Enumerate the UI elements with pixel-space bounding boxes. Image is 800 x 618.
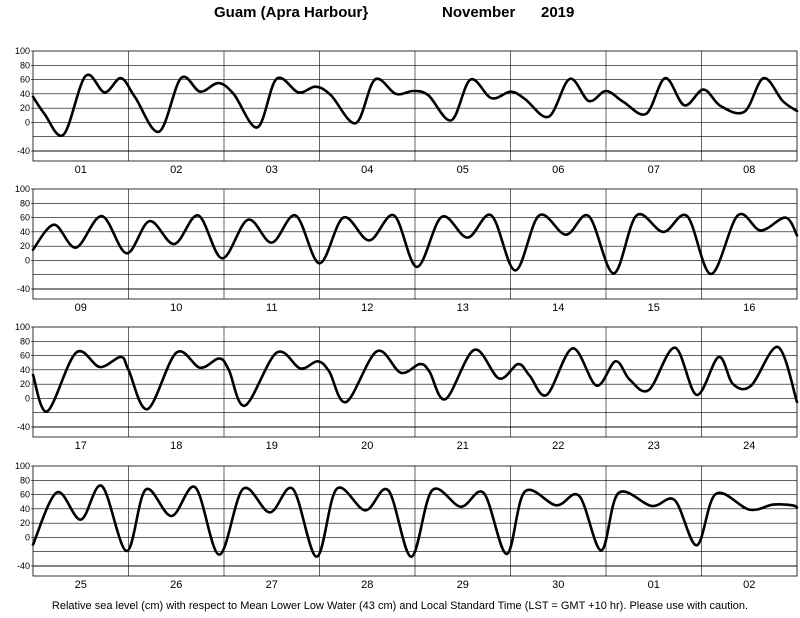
y-tick-label: 40	[20, 227, 30, 237]
day-label: 14	[552, 302, 564, 314]
day-label: 19	[266, 440, 278, 452]
y-tick-label: 40	[20, 504, 30, 514]
chart-title-year: 2019	[541, 4, 575, 21]
day-label: 15	[648, 302, 660, 314]
y-tick-label: 0	[25, 117, 30, 127]
day-label: 08	[743, 164, 755, 176]
y-tick-label: 80	[20, 198, 30, 208]
y-tick-label: 20	[20, 518, 30, 528]
day-label-strip	[32, 288, 798, 300]
y-tick-label: 80	[20, 475, 30, 485]
day-label: 02	[743, 579, 755, 591]
y-tick-label: 100	[15, 46, 30, 56]
day-label: 20	[361, 440, 373, 452]
day-label: 04	[361, 164, 373, 176]
tide-curve	[31, 345, 799, 413]
day-label: 24	[743, 440, 755, 452]
y-tick-label: 0	[25, 255, 30, 265]
y-tick-label: 40	[20, 365, 30, 375]
y-tick-label: 80	[20, 336, 30, 346]
day-label: 05	[457, 164, 469, 176]
day-label: 28	[361, 579, 373, 591]
day-label: 26	[170, 579, 182, 591]
y-tick-label: 40	[20, 89, 30, 99]
chart-footnote: Relative sea level (cm) with respect to …	[51, 600, 749, 612]
y-tick-label: 60	[20, 75, 30, 85]
y-tick-label: 60	[20, 351, 30, 361]
day-label: 22	[552, 440, 564, 452]
y-tick-label: 60	[20, 213, 30, 223]
day-label-strip	[32, 150, 798, 162]
y-tick-label: 20	[20, 103, 30, 113]
day-label: 17	[75, 440, 87, 452]
y-tick-label: -40	[17, 284, 30, 294]
y-tick-label: -40	[17, 561, 30, 571]
y-tick-label: 80	[20, 60, 30, 70]
y-tick-label: 0	[25, 393, 30, 403]
tide-curve	[31, 484, 799, 558]
tide-curve	[31, 212, 799, 276]
y-tick-label: 20	[20, 241, 30, 251]
day-label: 09	[75, 302, 87, 314]
day-label: 21	[457, 440, 469, 452]
day-label: 29	[457, 579, 469, 591]
day-label: 02	[170, 164, 182, 176]
day-label: 06	[552, 164, 564, 176]
day-label: 27	[266, 579, 278, 591]
chart-title-station: Guam (Apra Harbour}	[214, 4, 369, 21]
y-tick-label: -40	[17, 422, 30, 432]
day-label: 03	[266, 164, 278, 176]
day-label: 25	[75, 579, 87, 591]
day-label: 11	[266, 302, 277, 314]
day-label: 12	[361, 302, 373, 314]
y-tick-label: -40	[17, 146, 30, 156]
y-tick-label: 100	[15, 461, 30, 471]
y-tick-label: 100	[15, 184, 30, 194]
day-label: 18	[170, 440, 182, 452]
day-label: 23	[648, 440, 660, 452]
day-label: 07	[648, 164, 660, 176]
day-label: 16	[743, 302, 755, 314]
day-label: 10	[170, 302, 182, 314]
day-label-strip	[32, 565, 798, 577]
tide-curve	[31, 73, 799, 138]
day-label-strip	[32, 426, 798, 438]
y-tick-label: 20	[20, 379, 30, 389]
chart-title-month: November	[442, 4, 516, 21]
y-tick-label: 0	[25, 532, 30, 542]
chart-title-row: Guam (Apra Harbour} November 2019	[0, 4, 800, 28]
day-label: 30	[552, 579, 564, 591]
y-tick-label: 60	[20, 490, 30, 500]
day-label: 01	[648, 579, 660, 591]
day-label: 13	[457, 302, 469, 314]
day-label: 01	[75, 164, 87, 176]
y-tick-label: 100	[15, 322, 30, 332]
